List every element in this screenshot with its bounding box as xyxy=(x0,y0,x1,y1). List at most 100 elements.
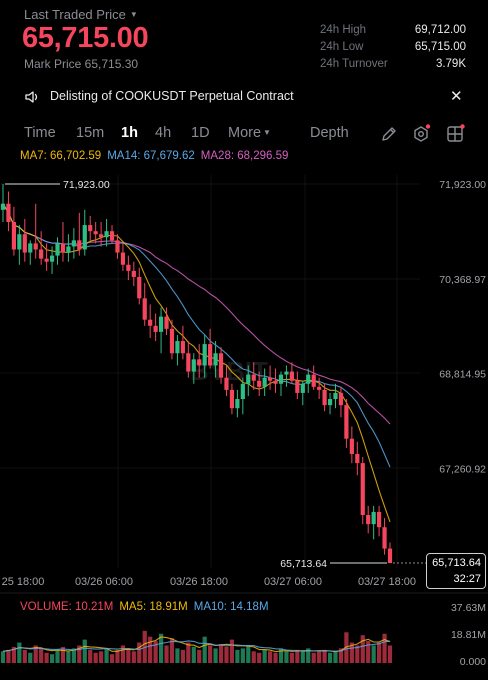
candle-body xyxy=(158,316,164,332)
mark-price: Mark Price 65,715.30 xyxy=(24,57,139,71)
volume-bar xyxy=(17,642,22,663)
speaker-icon xyxy=(25,91,38,103)
volume-bar xyxy=(137,642,142,663)
last-price: 65,715.00 xyxy=(22,22,149,54)
candle-body xyxy=(202,344,207,366)
tab-more[interactable]: More ▼ xyxy=(228,125,271,141)
candle-body xyxy=(267,377,273,381)
candle-body xyxy=(120,252,126,265)
candle-body xyxy=(197,359,202,366)
candle-body xyxy=(262,377,267,387)
volume-bar xyxy=(93,652,98,663)
candle-body xyxy=(306,374,311,384)
candle-body xyxy=(322,389,327,406)
tab-time[interactable]: Time xyxy=(24,125,56,141)
ma7-value: MA7: 66,702.59 xyxy=(20,150,102,162)
pencil-icon[interactable] xyxy=(379,124,399,144)
ma28-value: MA28: 68,296.59 xyxy=(200,150,289,162)
candle-body xyxy=(366,515,371,525)
candle-body xyxy=(376,511,382,528)
volume-bar xyxy=(224,646,229,663)
last-traded-label: Last Traded Price xyxy=(24,7,126,22)
volume-bar xyxy=(382,633,387,663)
volume-bar xyxy=(109,654,115,663)
volume-bar xyxy=(104,648,109,663)
volume-bar xyxy=(77,645,82,663)
candle-body xyxy=(137,276,142,299)
candle-body xyxy=(355,453,360,464)
candle-body xyxy=(360,463,365,516)
stats-panel: 24h High 69,712.00 24h Low 65,715.00 24h T… xyxy=(320,24,466,75)
candle-body xyxy=(55,243,60,256)
volume-bar xyxy=(55,649,60,663)
stat-24h-turnover: 24h Turnover 3.79K xyxy=(320,58,466,70)
candle-body xyxy=(77,240,82,250)
layout-grid-icon[interactable] xyxy=(445,124,465,144)
candle-body xyxy=(126,264,131,271)
candle-body xyxy=(82,225,87,250)
candle-body xyxy=(273,380,278,384)
volume-bar xyxy=(246,645,251,663)
candle-body xyxy=(0,203,6,210)
candle-body xyxy=(300,383,305,393)
last-traded-price-selector[interactable]: Last Traded Price ▼ xyxy=(24,7,138,22)
candle-body xyxy=(109,231,115,241)
tab-1d[interactable]: 1D xyxy=(191,125,210,141)
stat-24h-low: 24h Low 65,715.00 xyxy=(320,41,466,53)
volume-bar xyxy=(66,651,71,663)
volume-bar xyxy=(6,649,11,663)
x-tick-label: 03/27 06:00 xyxy=(264,576,322,588)
candle-body xyxy=(71,240,76,247)
x-tick-label: 25 18:00 xyxy=(2,576,45,588)
candle-body xyxy=(191,359,196,372)
notice-bar[interactable]: Delisting of COOKUSDT Perpetual Contract… xyxy=(0,84,488,110)
candle-body xyxy=(169,328,175,354)
x-tick-label: 03/27 18:00 xyxy=(358,576,416,588)
interval-tabs: Time 15m 1h 4h 1D More ▼ Depth xyxy=(0,120,488,148)
candle-body xyxy=(142,298,147,320)
candle-body xyxy=(115,240,120,253)
volume-bar xyxy=(202,636,207,663)
current-price-box: 65,713.64 32:27 xyxy=(426,553,486,589)
volume-bar xyxy=(99,651,104,663)
volume-bar xyxy=(278,648,284,663)
volume-bar xyxy=(218,643,224,663)
volume-bar xyxy=(39,648,44,663)
candle-body xyxy=(148,319,153,326)
volume-bar xyxy=(229,639,235,663)
ma28-line xyxy=(2,203,391,425)
volume-bar xyxy=(371,645,376,663)
close-icon[interactable]: ✕ xyxy=(450,88,463,105)
candle-body xyxy=(22,234,27,253)
volume-bar xyxy=(235,649,240,663)
volume-tick-label: 37.63M xyxy=(451,602,486,614)
volume-bar xyxy=(333,651,338,663)
volume-bar xyxy=(11,646,17,663)
volume-bar xyxy=(327,652,333,663)
tab-depth[interactable]: Depth xyxy=(310,125,349,141)
x-tick-label: 03/26 06:00 xyxy=(75,576,133,588)
candle-body xyxy=(175,341,180,354)
volume-bar xyxy=(257,652,262,663)
volume-bar xyxy=(180,649,185,663)
candle-body xyxy=(257,380,262,387)
candle-body xyxy=(371,511,376,525)
candle-body xyxy=(60,243,66,253)
volume-bar xyxy=(387,645,393,663)
volume-bar xyxy=(82,639,87,663)
volume-bar xyxy=(153,641,158,663)
tab-15m[interactable]: 15m xyxy=(76,125,105,141)
candle-body xyxy=(49,255,55,262)
indicator-settings-icon[interactable] xyxy=(411,124,431,144)
candle-body xyxy=(251,374,256,381)
watermark: BYBIT xyxy=(190,356,268,386)
volume-bar xyxy=(262,649,267,663)
tab-1h[interactable]: 1h xyxy=(121,125,138,141)
volume-bar xyxy=(322,649,327,663)
stat-24h-high: 24h High 69,712.00 xyxy=(320,24,466,36)
candle-body xyxy=(295,380,300,393)
tab-4h[interactable]: 4h xyxy=(155,125,172,141)
candle-body xyxy=(218,353,224,378)
ma14-line xyxy=(2,203,391,468)
